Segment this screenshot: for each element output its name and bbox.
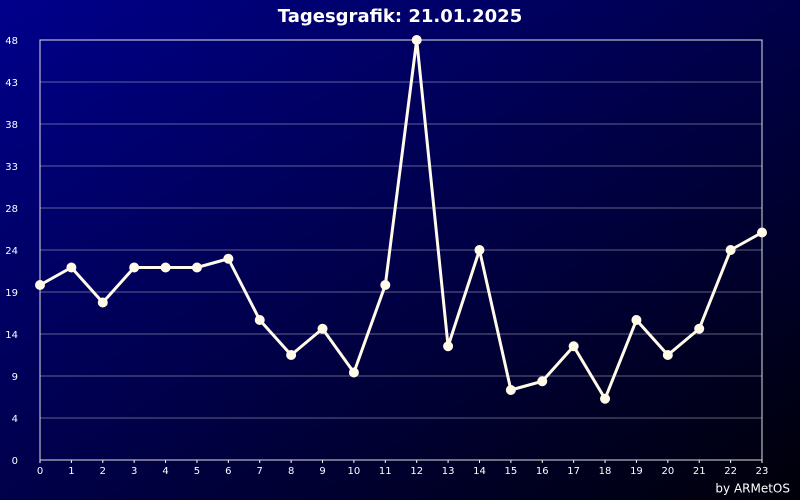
- point: [286, 350, 297, 360]
- point: [254, 315, 265, 325]
- point: [317, 323, 328, 334]
- x-tick-label: 8: [288, 466, 294, 477]
- x-tick-label: 3: [131, 466, 137, 477]
- point: [66, 262, 77, 273]
- chart-title: Tagesgrafik: 21.01.2025: [278, 6, 522, 27]
- point: [223, 253, 234, 264]
- y-tick-label: 24: [5, 246, 18, 257]
- x-tick-label: 15: [505, 466, 518, 477]
- x-tick-label: 1: [68, 466, 74, 477]
- point: [191, 262, 202, 273]
- y-tick-label: 14: [5, 330, 18, 341]
- point: [35, 280, 45, 290]
- point: [474, 245, 485, 255]
- x-tick-label: 23: [756, 466, 769, 477]
- point: [411, 35, 422, 45]
- point: [631, 315, 642, 325]
- y-tick-label: 0: [12, 456, 18, 467]
- x-tick-label: 0: [37, 466, 43, 477]
- y-tick-label: 38: [5, 120, 18, 131]
- point: [757, 227, 767, 238]
- point: [160, 262, 171, 273]
- point: [600, 393, 611, 404]
- point: [662, 350, 673, 360]
- line: [39, 38, 763, 401]
- point: [505, 385, 516, 395]
- y-tick-label: 48: [5, 36, 18, 47]
- x-tick-label: 22: [724, 466, 737, 477]
- x-tick-label: 16: [536, 466, 549, 477]
- point: [97, 297, 108, 308]
- point: [537, 376, 548, 387]
- y-tick-label: 43: [5, 78, 18, 89]
- x-tick-label: 17: [567, 466, 580, 477]
- point: [129, 262, 140, 273]
- point: [380, 280, 391, 290]
- x-tick-label: 6: [225, 466, 231, 477]
- x-tick-label: 9: [319, 466, 325, 477]
- y-tick-label: 9: [12, 372, 18, 383]
- x-tick-label: 2: [100, 466, 106, 477]
- credit: by ARMetOS: [715, 482, 790, 496]
- x-tick-label: 10: [348, 466, 361, 477]
- y-tick-label: 19: [5, 288, 18, 299]
- x-tick-label: 13: [442, 466, 455, 477]
- x-tick-label: 19: [630, 466, 643, 477]
- x-tick-label: 4: [162, 466, 168, 477]
- y-tick-label: 4: [12, 414, 18, 425]
- x-tick-label: 21: [693, 466, 706, 477]
- point: [348, 367, 359, 378]
- x-tick-label: 12: [410, 466, 423, 477]
- x-tick-label: 20: [661, 466, 674, 477]
- y-tick-label: 28: [5, 204, 18, 215]
- point: [725, 245, 736, 255]
- x-tick-label: 11: [379, 466, 392, 477]
- x-tick-label: 14: [473, 466, 486, 477]
- point: [694, 323, 705, 334]
- x-tick-label: 18: [599, 466, 612, 477]
- y-tick-label: 33: [5, 162, 18, 173]
- point: [568, 341, 579, 352]
- point: [443, 341, 454, 352]
- x-tick-label: 7: [257, 466, 263, 477]
- x-tick-label: 5: [194, 466, 200, 477]
- plot-frame: [39, 39, 763, 461]
